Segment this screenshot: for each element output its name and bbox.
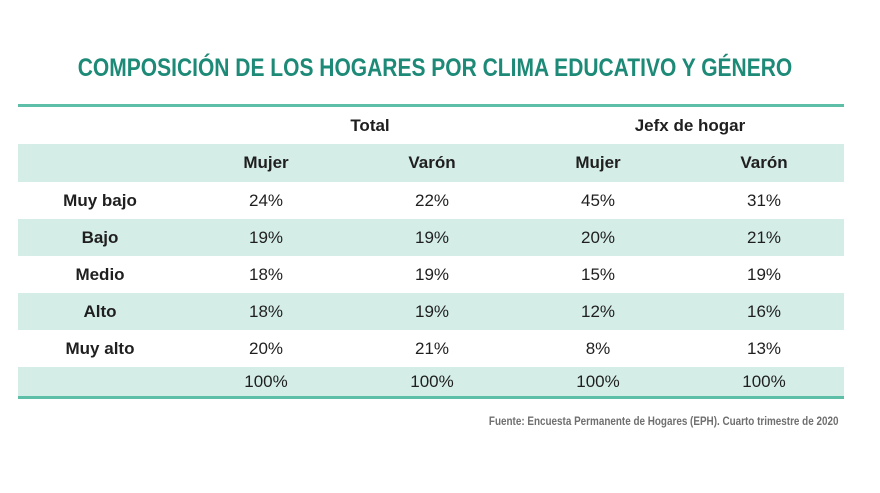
total-cell: 100% (742, 371, 786, 391)
top-rule (18, 104, 844, 107)
table-cell: 8% (585, 338, 611, 358)
table-cell: 24% (248, 190, 284, 210)
total-row: 100% 100% 100% 100% (18, 367, 844, 396)
table-cell: 21% (414, 338, 450, 358)
total-cell: 100% (410, 371, 454, 391)
table-cell: 19% (414, 301, 450, 321)
column-header: Varón (740, 153, 788, 172)
table-row: Medio 18% 19% 15% 19% (18, 256, 844, 293)
table-cell: 21% (746, 227, 782, 247)
row-label: Bajo (81, 227, 119, 247)
table-cell: 19% (248, 227, 284, 247)
source-note: Fuente: Encuesta Permanente de Hogares (… (488, 416, 838, 428)
group-header-total: Total (350, 116, 390, 135)
total-cell: 100% (244, 371, 288, 391)
table-row: Muy bajo 24% 22% 45% 31% (18, 182, 844, 219)
column-header: Mujer (575, 153, 621, 172)
table-cell: 31% (746, 190, 782, 210)
table-cell: 20% (248, 338, 284, 358)
total-cell: 100% (576, 371, 620, 391)
table-cell: 22% (414, 190, 450, 210)
table-cell: 15% (580, 264, 616, 284)
group-header-row: Total Jefx de hogar (18, 108, 844, 144)
table-cell: 18% (248, 264, 284, 284)
row-label: Muy alto (65, 338, 135, 358)
table-cell: 19% (414, 264, 450, 284)
table-cell: 19% (414, 227, 450, 247)
row-label: Alto (83, 301, 117, 321)
table-cell: 18% (248, 301, 284, 321)
table-cell: 20% (580, 227, 616, 247)
column-header: Varón (408, 153, 456, 172)
column-header: Mujer (243, 153, 289, 172)
bottom-rule (18, 396, 844, 399)
table-row: Bajo 19% 19% 20% 21% (18, 219, 844, 256)
table-cell: 16% (746, 301, 782, 321)
chart-title: COMPOSICIÓN DE LOS HOGARES POR CLIMA EDU… (77, 54, 793, 82)
row-label: Muy bajo (63, 190, 137, 210)
table-cell: 13% (746, 338, 782, 358)
group-header-jefx: Jefx de hogar (634, 116, 746, 135)
row-label: Medio (75, 264, 125, 284)
table-cell: 45% (580, 190, 616, 210)
column-header-row: Mujer Varón Mujer Varón (18, 144, 844, 182)
table-cell: 12% (580, 301, 616, 321)
table-cell: 19% (746, 264, 782, 284)
table-row: Muy alto 20% 21% 8% 13% (18, 330, 844, 367)
table-row: Alto 18% 19% 12% 16% (18, 293, 844, 330)
